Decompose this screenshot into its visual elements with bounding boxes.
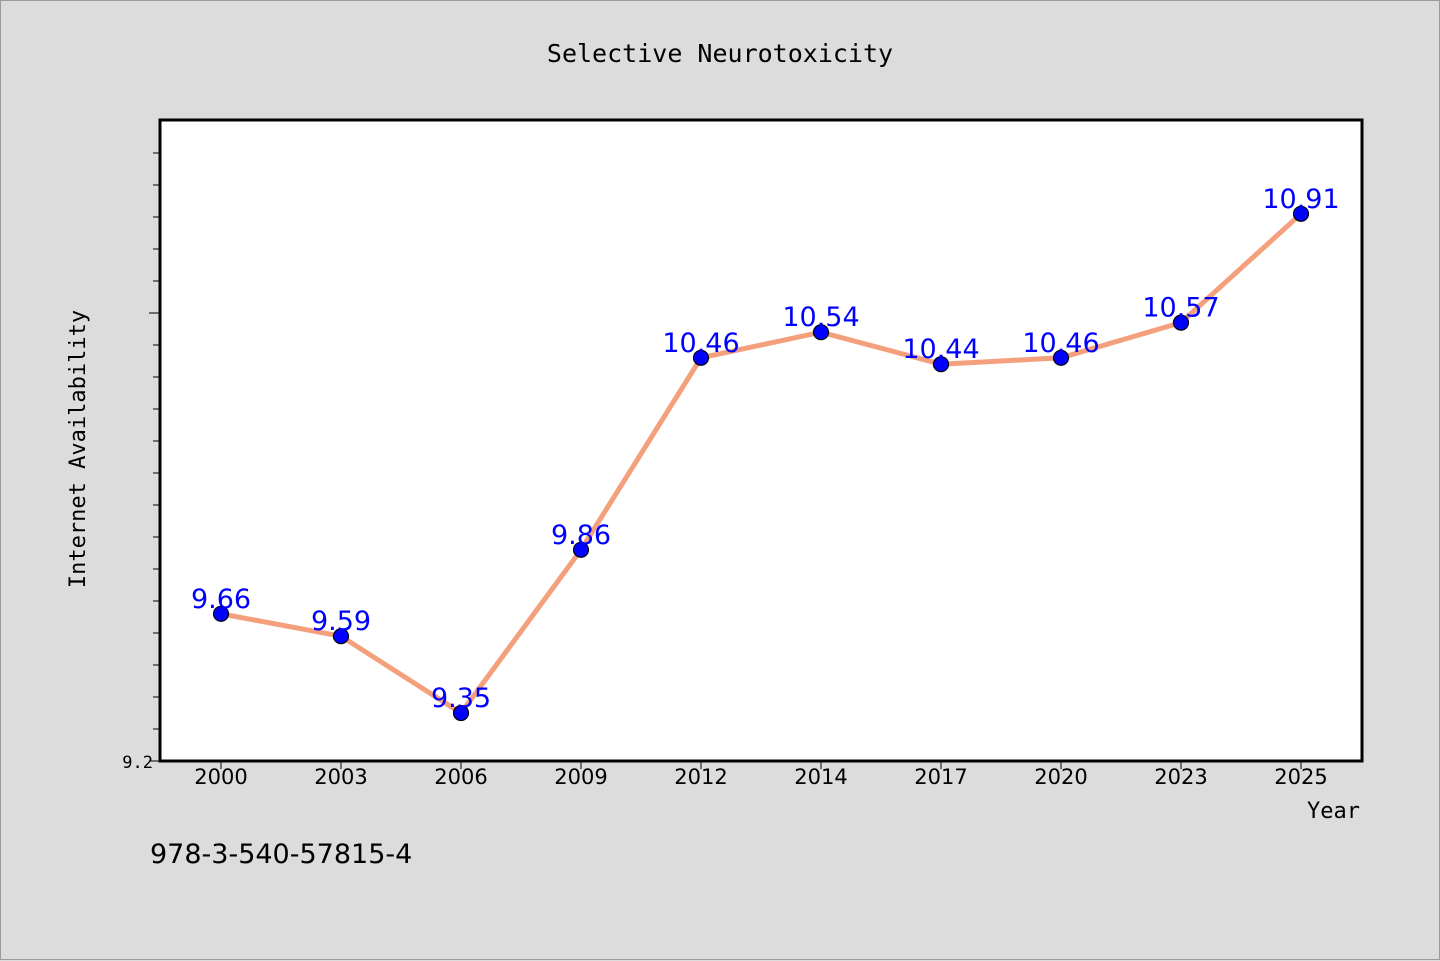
x-tick-label: 2017 (914, 765, 967, 789)
x-tick-label: 2006 (434, 765, 487, 789)
x-tick-label: 2012 (674, 765, 727, 789)
data-point (1292, 205, 1310, 222)
data-point (332, 628, 350, 645)
data-label: 10.57 (1142, 293, 1219, 324)
x-axis-ticks: 2000 2003 2006 2009 2012 2014 2017 2020 2023 2025 (194, 762, 1328, 789)
data-points (212, 205, 1310, 722)
data-label: 10.46 (1022, 328, 1099, 359)
x-tick-label: 2014 (794, 765, 847, 789)
data-label: 10.46 (662, 328, 739, 359)
data-label: 10.91 (1262, 184, 1339, 215)
x-tick-label: 2025 (1274, 765, 1327, 789)
x-tick-label: 2003 (314, 765, 367, 789)
data-label: 10.54 (782, 302, 859, 333)
footer-code: 978-3-540-57815-4 (150, 839, 412, 870)
data-label: 9.59 (311, 606, 371, 637)
y-axis-ticks: 9.2 (122, 152, 160, 773)
data-label: 9.86 (551, 520, 611, 551)
data-label: 9.66 (191, 584, 251, 615)
y-axis-label: Internet Availability (66, 310, 91, 588)
data-point (1172, 314, 1190, 331)
series-line-group (218, 211, 1304, 716)
data-point (812, 324, 830, 341)
x-tick-label: 2009 (554, 765, 607, 789)
data-point (692, 349, 710, 366)
data-labels: 9.66 9.59 9.35 9.86 10.46 10.54 10.44 10.46 10.5… (191, 184, 1340, 714)
data-label: 9.35 (431, 683, 491, 714)
data-point (932, 356, 950, 373)
x-tick-label: 2023 (1154, 765, 1207, 789)
plot-area (158, 118, 1364, 763)
data-point (452, 704, 470, 722)
chart-title: Selective Neurotoxicity (547, 39, 893, 68)
data-point (212, 605, 230, 622)
series-line (218, 211, 1304, 716)
data-point (1052, 349, 1070, 366)
y-tick-label: 9.2 (122, 753, 153, 773)
x-axis-label: Year (1307, 799, 1360, 824)
data-point (572, 541, 590, 558)
data-label: 10.44 (902, 334, 979, 365)
x-tick-label: 2000 (194, 765, 247, 789)
x-tick-label: 2020 (1034, 765, 1087, 789)
